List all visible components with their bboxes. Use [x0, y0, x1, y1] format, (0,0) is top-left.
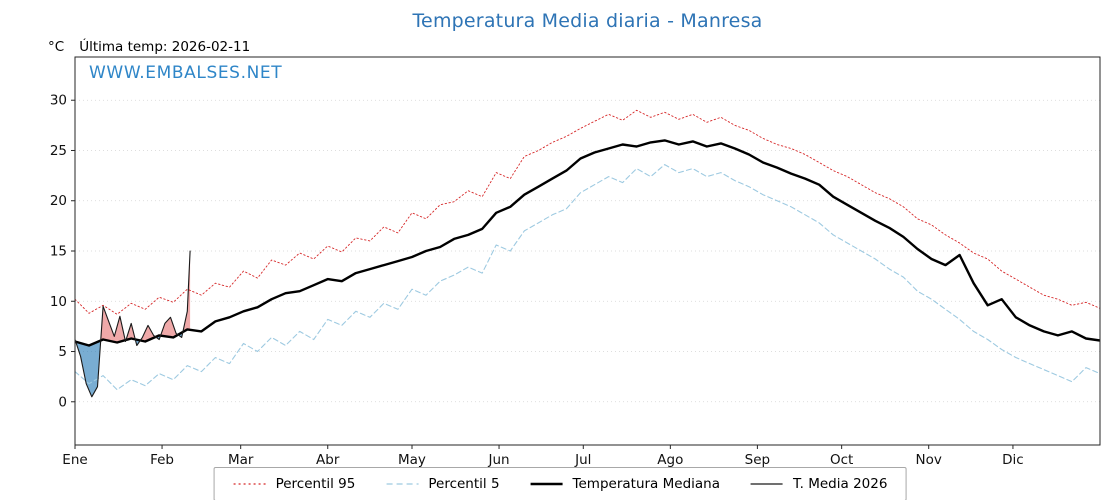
axis-unit-row: °C Última temp: 2026-02-11 [48, 39, 250, 55]
percentil-95-line-icon [233, 483, 266, 485]
legend-label-mediana: Temperatura Mediana [572, 476, 720, 492]
legend-label-percentil-95: Percentil 95 [275, 476, 356, 492]
svg-text:0: 0 [58, 394, 67, 410]
svg-text:Ene: Ene [62, 452, 87, 468]
legend-label-t-media-2026: T. Media 2026 [793, 476, 888, 492]
y-axis-unit-label: °C [48, 39, 65, 55]
svg-text:Abr: Abr [316, 452, 340, 468]
svg-text:Nov: Nov [916, 452, 942, 468]
svg-text:Dic: Dic [1002, 452, 1024, 468]
legend: Percentil 95 Percentil 5 Temperatura Med… [213, 467, 907, 500]
svg-text:Ago: Ago [657, 452, 683, 468]
svg-text:Jun: Jun [487, 452, 509, 468]
watermark: WWW.EMBALSES.NET [89, 63, 283, 83]
svg-text:5: 5 [58, 344, 67, 360]
svg-text:Oct: Oct [830, 452, 853, 468]
percentil-5-line-icon [386, 483, 419, 485]
chart-title: Temperatura Media diaria - Manresa [412, 10, 763, 32]
svg-text:10: 10 [50, 294, 67, 310]
last-temp-label: Última temp: 2026-02-11 [79, 39, 251, 55]
svg-text:30: 30 [50, 93, 67, 109]
svg-text:20: 20 [50, 193, 67, 209]
svg-text:May: May [398, 452, 426, 468]
legend-item-percentil-95: Percentil 95 [233, 476, 356, 492]
svg-text:Feb: Feb [150, 452, 174, 468]
svg-text:25: 25 [50, 143, 67, 159]
legend-label-percentil-5: Percentil 5 [428, 476, 500, 492]
svg-text:Jul: Jul [574, 452, 591, 468]
legend-item-t-media-2026: T. Media 2026 [750, 476, 887, 492]
svg-text:Sep: Sep [745, 452, 770, 468]
t-media-2026-line-icon [751, 483, 783, 485]
legend-item-mediana: Temperatura Mediana [530, 476, 720, 492]
legend-item-percentil-5: Percentil 5 [385, 476, 500, 492]
svg-text:15: 15 [50, 244, 67, 260]
svg-text:Mar: Mar [228, 452, 254, 468]
mediana-line-icon [530, 482, 563, 486]
